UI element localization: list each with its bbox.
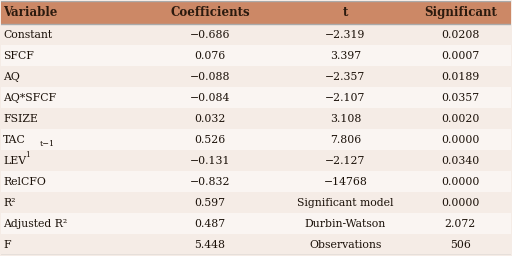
Text: Coefficients: Coefficients: [170, 6, 250, 19]
Text: −0.686: −0.686: [190, 30, 230, 40]
Text: −0.084: −0.084: [190, 93, 230, 103]
Text: Observations: Observations: [309, 240, 381, 250]
Text: SFCF: SFCF: [3, 51, 34, 61]
Text: −14768: −14768: [324, 177, 367, 187]
Text: 0.0000: 0.0000: [441, 198, 479, 208]
Text: 3.108: 3.108: [330, 114, 361, 124]
Text: 0.0000: 0.0000: [441, 135, 479, 145]
Text: t: t: [343, 6, 348, 19]
Text: 0.487: 0.487: [195, 219, 226, 229]
Bar: [1, 1, 511, 25]
Bar: [1, 25, 511, 46]
Text: −0.131: −0.131: [190, 156, 230, 166]
Text: Variable: Variable: [3, 6, 58, 19]
Text: 5.448: 5.448: [195, 240, 226, 250]
Bar: [1, 88, 511, 109]
Text: 0.597: 0.597: [195, 198, 226, 208]
Text: −0.832: −0.832: [190, 177, 230, 187]
Bar: [1, 130, 511, 150]
Bar: [1, 213, 511, 234]
Text: 0.526: 0.526: [195, 135, 226, 145]
Text: 0.0340: 0.0340: [441, 156, 479, 166]
Text: t−1: t−1: [40, 140, 55, 148]
Bar: [1, 46, 511, 67]
Text: 0.0007: 0.0007: [441, 51, 479, 61]
Text: 0.0208: 0.0208: [441, 30, 479, 40]
Text: Adjusted R²: Adjusted R²: [3, 219, 68, 229]
Text: 506: 506: [450, 240, 471, 250]
Text: −2.357: −2.357: [325, 72, 366, 82]
Text: Significant: Significant: [424, 6, 497, 19]
Text: 0.0020: 0.0020: [441, 114, 479, 124]
Text: Constant: Constant: [3, 30, 52, 40]
Text: −0.088: −0.088: [190, 72, 230, 82]
Text: RelCFO: RelCFO: [3, 177, 46, 187]
Text: 0.0000: 0.0000: [441, 177, 479, 187]
Text: TAC: TAC: [3, 135, 26, 145]
Text: 1: 1: [25, 151, 30, 159]
Text: FSIZE: FSIZE: [3, 114, 38, 124]
Text: 3.397: 3.397: [330, 51, 361, 61]
Bar: [1, 109, 511, 130]
Text: 2.072: 2.072: [444, 219, 476, 229]
Text: −2.107: −2.107: [325, 93, 366, 103]
Text: R²: R²: [3, 198, 16, 208]
Text: 0.032: 0.032: [195, 114, 226, 124]
Text: Significant model: Significant model: [297, 198, 394, 208]
Text: 0.076: 0.076: [195, 51, 226, 61]
Bar: [1, 150, 511, 171]
Text: −2.127: −2.127: [325, 156, 366, 166]
Text: AQ: AQ: [3, 72, 20, 82]
Bar: [1, 234, 511, 255]
Text: Durbin-Watson: Durbin-Watson: [305, 219, 386, 229]
Text: −2.319: −2.319: [325, 30, 366, 40]
Bar: [1, 171, 511, 192]
Text: 0.0189: 0.0189: [441, 72, 479, 82]
Text: AQ*SFCF: AQ*SFCF: [3, 93, 56, 103]
Text: 0.0357: 0.0357: [441, 93, 479, 103]
Text: F: F: [3, 240, 11, 250]
Bar: [1, 192, 511, 213]
Text: 7.806: 7.806: [330, 135, 361, 145]
Bar: [1, 67, 511, 88]
Text: LEV: LEV: [3, 156, 27, 166]
